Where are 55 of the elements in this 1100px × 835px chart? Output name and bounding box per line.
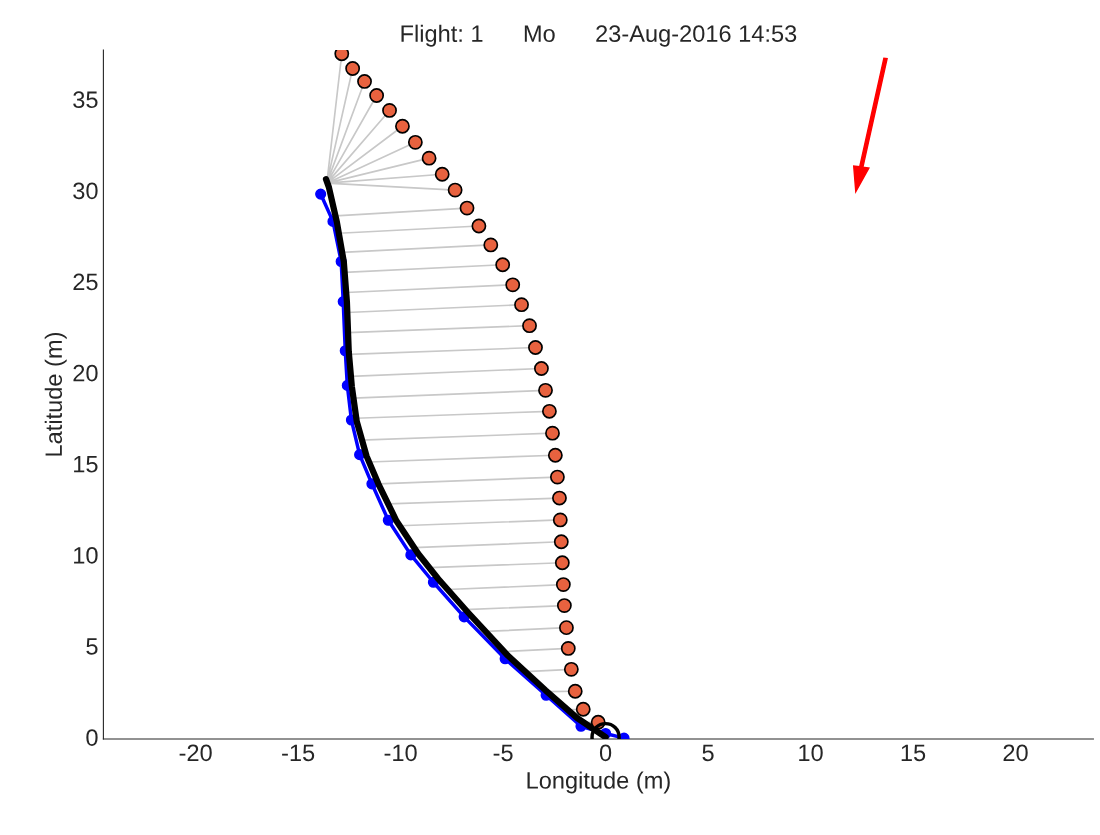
point [555,577,571,593]
x-tick-label: -20 [179,744,212,762]
point [575,701,591,717]
point [471,218,487,234]
y-tick-label: 25 [73,273,98,291]
x-tick-label: 20 [1003,744,1028,762]
point [549,469,565,485]
x-tick-label: 0 [599,744,612,762]
point [395,118,410,134]
y-tick-label: 10 [74,546,98,564]
point [434,166,450,182]
point [382,102,397,118]
point [315,188,327,200]
x-tick-label: -15 [282,744,315,762]
x-tick-label: 10 [799,744,823,762]
point [533,361,549,376]
x-tick-label: 5 [702,744,714,762]
point [567,683,583,699]
point [345,61,361,76]
point [547,447,563,463]
x-tick-label: 15 [901,744,926,762]
y-tick-label: 30 [73,182,98,200]
point [560,640,576,656]
y-tick-label: 35 [73,91,98,109]
point [556,598,572,613]
point [552,490,567,506]
x-tick-label: -10 [384,744,417,762]
point [545,425,560,441]
point [552,512,568,528]
point [553,534,569,550]
y-axis-title: Latitude (m) [44,333,67,456]
point [528,340,543,355]
point [559,620,574,636]
point [505,277,521,293]
y-tick-label: 20 [73,364,98,382]
point [495,257,511,273]
point [563,661,579,677]
point [514,297,529,313]
point [554,555,570,571]
point [541,403,557,419]
point [459,200,475,216]
y-tick-label: 15 [74,456,98,473]
point [407,134,423,150]
point [447,182,463,198]
point [483,237,499,253]
y-tick-label: 5 [86,638,98,655]
point [369,88,385,103]
point [538,382,553,398]
chart-title: Flight: 1 Mo 23-Aug-2016 14:53 [401,24,797,47]
point [522,318,537,334]
point [421,150,437,166]
x-axis-title: Longitude (m) [527,771,670,794]
x-tick-label: -5 [493,744,513,762]
y-tick-label: 0 [86,729,98,746]
point [357,74,372,89]
